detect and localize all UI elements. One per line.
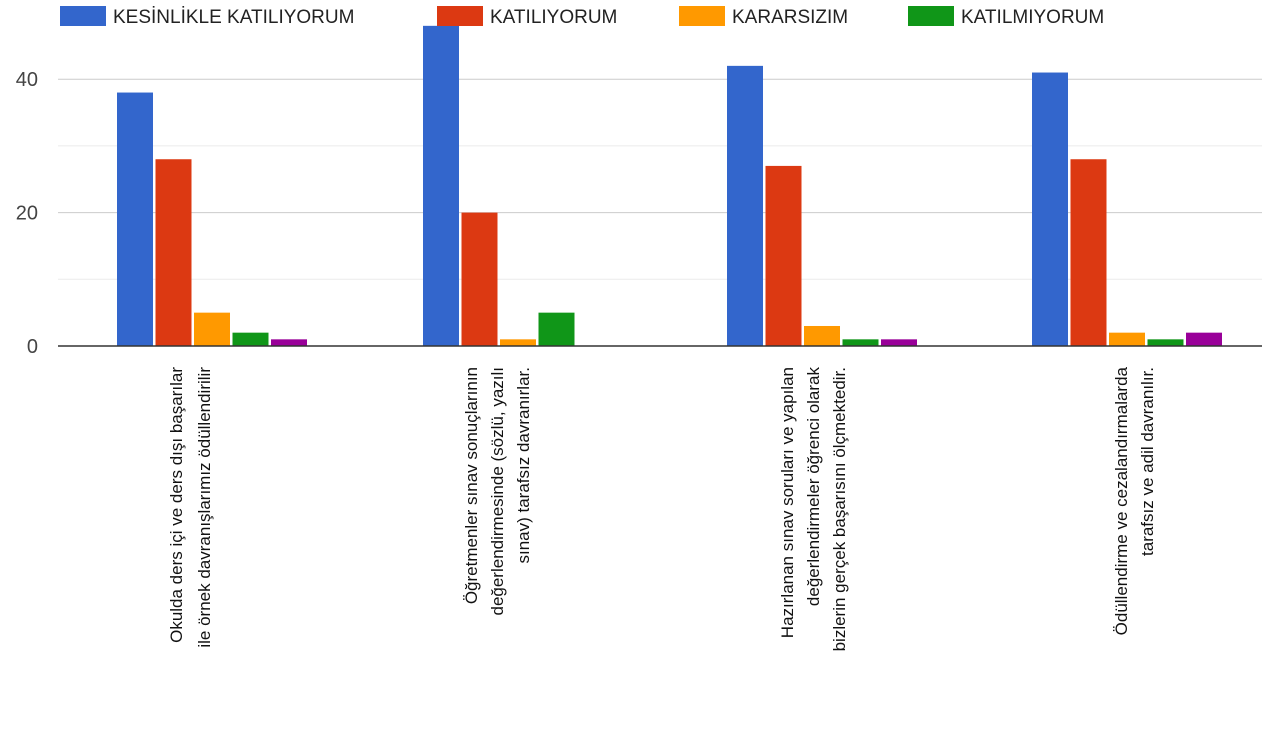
y-tick-label: 0 xyxy=(27,336,38,358)
bar xyxy=(881,339,917,346)
legend-label: KARARSIZIM xyxy=(732,7,848,28)
bar xyxy=(804,325,840,346)
x-category-label: Okulda ders içi ve ders dışı başarılar xyxy=(167,367,186,643)
bar xyxy=(423,25,459,347)
legend-swatch xyxy=(679,6,725,26)
x-category-label: değerlendirmeler öğrenci olarak xyxy=(804,367,823,607)
bar xyxy=(155,159,192,346)
y-axis-ticks: 0 20 40 xyxy=(16,69,38,358)
legend-label: KATILIYORUM xyxy=(490,7,617,28)
y-tick-label: 20 xyxy=(16,203,38,225)
bar xyxy=(727,65,763,347)
bar xyxy=(538,312,575,346)
x-category-label: ile örnek davranışlarımız ödüllendirilir xyxy=(195,367,214,648)
bar xyxy=(271,339,307,346)
x-category-label: tarafsız ve adil davranılır. xyxy=(1138,367,1157,556)
legend-label: KESİNLİKLE KATILIYORUM xyxy=(113,7,354,28)
x-category-label: Hazırlanan sınav soruları ve yapılan xyxy=(778,367,797,638)
bar xyxy=(1109,332,1145,346)
y-tick-label: 40 xyxy=(16,69,38,91)
legend-label: KATILMIYORUM xyxy=(961,7,1104,28)
bar xyxy=(461,212,498,346)
legend: KESİNLİKLE KATILIYORUM KATILIYORUM KARARSI… xyxy=(60,6,1104,28)
x-category-label: Ödüllendirme ve cezalandırmalarda xyxy=(1112,366,1131,635)
legend-swatch xyxy=(908,6,954,26)
x-category-label: Öğretmenler sınav sonuçlarının xyxy=(462,367,481,604)
bar xyxy=(1032,72,1068,346)
x-category-label: sınav) tarafsız davranırlar. xyxy=(514,367,533,564)
bar xyxy=(117,92,153,346)
bar xyxy=(1147,339,1184,346)
x-category-label: değerlendirmesinde (sözlü, yazılı xyxy=(488,367,507,616)
bars xyxy=(117,25,1222,347)
bar xyxy=(194,312,230,346)
bar xyxy=(232,332,269,346)
x-axis-category-labels: Okulda ders içi ve ders dışı başarılar il… xyxy=(167,366,1157,651)
bar xyxy=(1070,159,1107,346)
legend-swatch xyxy=(60,6,106,26)
x-category-label: bizlerin gerçek başarısını ölçmektedir. xyxy=(830,367,849,651)
bar xyxy=(765,165,802,346)
bar xyxy=(500,339,536,346)
bar xyxy=(1186,332,1222,346)
bar xyxy=(842,339,879,346)
legend-swatch xyxy=(437,6,483,26)
